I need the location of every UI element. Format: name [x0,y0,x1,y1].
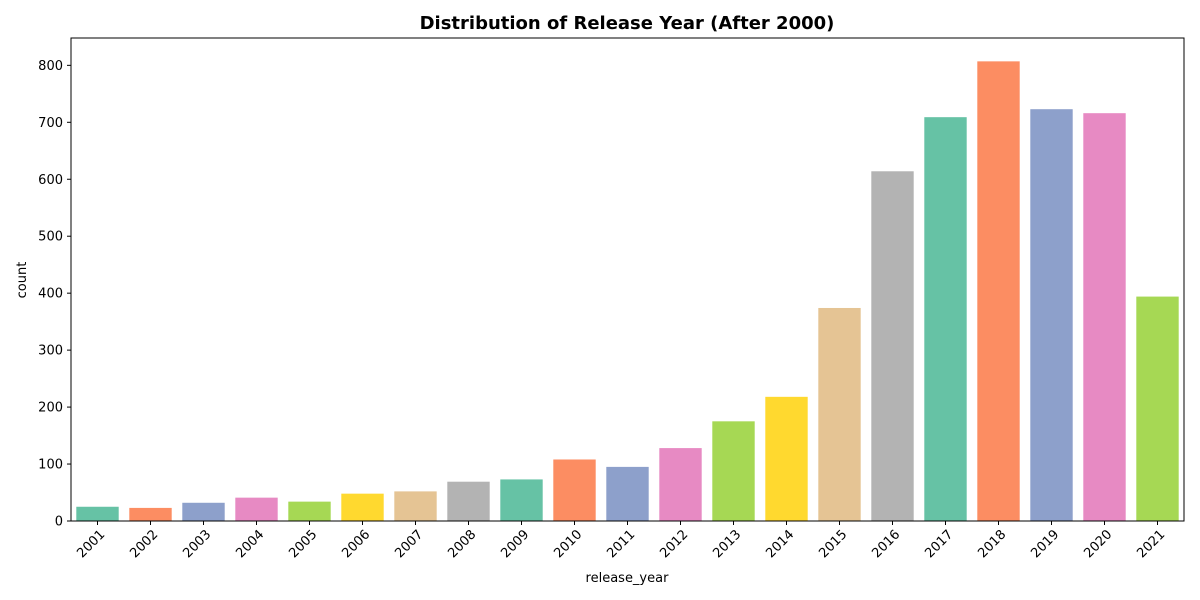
y-tick-label: 400 [38,287,63,302]
bar-2005 [288,501,331,521]
bar-2001 [76,506,119,521]
x-tick-label: 2009 [498,527,532,561]
x-tick-label: 2006 [339,527,373,561]
x-tick-label: 2016 [869,527,903,561]
bar-2015 [818,307,861,521]
y-tick-label: 300 [38,344,63,359]
x-tick-label: 2019 [1028,527,1062,561]
bar-2003 [182,502,225,521]
bar-2010 [553,459,596,521]
bar-2013 [712,421,755,521]
x-tick-label: 2008 [445,527,479,561]
y-tick-label: 500 [38,230,63,245]
x-tick-label: 2001 [74,527,108,561]
bar-2021 [1136,296,1179,521]
bars-group [76,61,1179,522]
bar-2009 [500,479,543,521]
x-tick-label: 2013 [710,527,744,561]
bar-2016 [871,171,914,522]
bar-2004 [235,497,278,521]
bar-2017 [924,117,967,521]
y-tick-label: 200 [38,401,63,416]
y-tick-label: 100 [38,458,63,473]
bar-2006 [341,493,384,521]
x-tick-label: 2020 [1081,527,1115,561]
x-tick-label: 2004 [233,527,267,561]
y-tick-label: 0 [55,515,63,530]
x-tick-label: 2018 [975,527,1009,561]
x-tick-label: 2014 [763,527,797,561]
x-tick-label: 2010 [551,527,585,561]
bar-2007 [394,491,437,521]
x-tick-label: 2015 [816,527,850,561]
chart-title: Distribution of Release Year (After 2000… [420,13,835,34]
x-tick-label: 2007 [392,527,426,561]
bar-2012 [659,448,702,521]
x-tick-label: 2012 [657,527,691,561]
x-tick-label: 2002 [127,527,161,561]
bar-2008 [447,481,490,521]
y-axis: 0 100 200 300 400 500 600 700 800 [38,59,71,530]
bar-2002 [129,507,172,521]
x-axis-label: release_year [586,571,670,586]
bar-2011 [606,466,649,521]
plot-frame [70,37,1185,522]
x-tick-label: 2021 [1134,527,1168,561]
y-tick-label: 800 [38,59,63,74]
y-tick-label: 700 [38,116,63,131]
x-tick-label: 2005 [286,527,320,561]
x-tick-label: 2011 [604,527,638,561]
y-axis-label: count [15,262,30,299]
x-tick-label: 2017 [922,527,956,561]
bar-2019 [1030,109,1073,522]
y-tick-label: 600 [38,173,63,188]
bar-2018 [977,61,1020,521]
bar-2020 [1083,113,1126,521]
x-tick-label: 2003 [180,527,214,561]
x-axis: 2001 2002 2003 2004 2005 2006 2007 2008 2009 2010… [74,521,1168,561]
bar-2014 [765,396,808,521]
